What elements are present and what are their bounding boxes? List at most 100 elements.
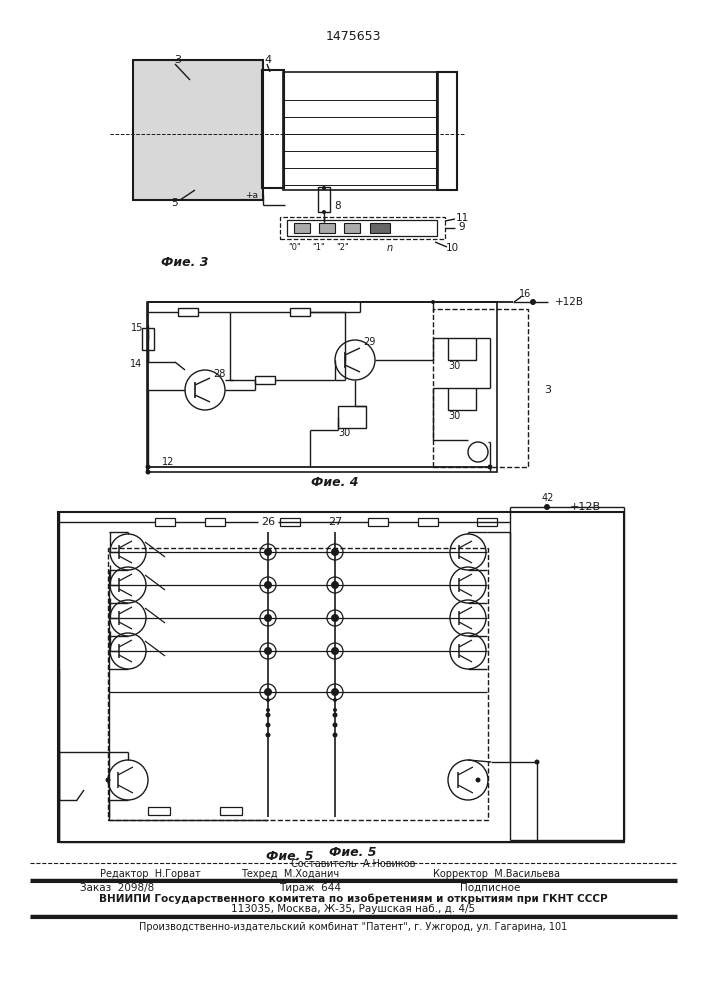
- Text: 8: 8: [334, 201, 341, 211]
- Text: "2": "2": [337, 243, 349, 252]
- Text: 11: 11: [455, 213, 469, 223]
- Circle shape: [332, 722, 337, 728]
- Bar: [290, 308, 310, 316]
- Circle shape: [266, 712, 271, 718]
- Text: 9: 9: [459, 222, 465, 232]
- Circle shape: [264, 548, 272, 556]
- Circle shape: [488, 464, 493, 470]
- Circle shape: [331, 581, 339, 589]
- Bar: [133, 60, 263, 200]
- Circle shape: [146, 464, 151, 470]
- Text: 30: 30: [448, 411, 460, 421]
- Bar: [437, 72, 457, 190]
- Text: +12В: +12В: [555, 297, 584, 307]
- Circle shape: [266, 732, 271, 738]
- Circle shape: [322, 210, 326, 214]
- Circle shape: [534, 760, 539, 764]
- Text: ВНИИПИ Государственного комитета по изобретениям и открытиям при ГКНТ СССР: ВНИИПИ Государственного комитета по изоб…: [99, 894, 607, 904]
- Bar: [368, 518, 388, 526]
- Text: Фие. 5: Фие. 5: [267, 850, 314, 862]
- Text: 15: 15: [131, 323, 144, 333]
- Text: 28: 28: [213, 369, 226, 379]
- Circle shape: [266, 708, 270, 712]
- Text: Техред  М.Ходанич: Техред М.Ходанич: [241, 869, 339, 879]
- Circle shape: [544, 504, 550, 510]
- Bar: [448, 338, 476, 360]
- Text: 42: 42: [542, 493, 554, 503]
- Bar: [433, 309, 528, 467]
- Text: Фие. 3: Фие. 3: [161, 255, 209, 268]
- Circle shape: [264, 614, 272, 622]
- Circle shape: [332, 732, 337, 738]
- Bar: [155, 518, 175, 526]
- Bar: [58, 512, 624, 842]
- Bar: [220, 807, 242, 815]
- Text: 16: 16: [519, 289, 531, 299]
- Text: Заказ  2098/8: Заказ 2098/8: [80, 883, 154, 893]
- Circle shape: [333, 698, 337, 702]
- Circle shape: [322, 186, 326, 190]
- Circle shape: [431, 300, 435, 304]
- Circle shape: [266, 698, 270, 702]
- Circle shape: [266, 722, 271, 728]
- Text: n: n: [387, 243, 393, 253]
- Text: +a: +a: [245, 192, 259, 200]
- Text: 1475653: 1475653: [325, 30, 381, 43]
- Circle shape: [332, 712, 337, 718]
- Text: 4: 4: [264, 55, 271, 65]
- Bar: [280, 217, 445, 239]
- Text: 14: 14: [130, 359, 142, 369]
- Bar: [255, 376, 275, 384]
- Bar: [448, 388, 476, 410]
- Text: Производственно-издательский комбинат "Патент", г. Ужгород, ул. Гагарина, 101: Производственно-издательский комбинат "П…: [139, 922, 567, 932]
- Text: 113035, Москва, Ж-35, Раушская наб., д. 4/5: 113035, Москва, Ж-35, Раушская наб., д. …: [231, 904, 475, 914]
- Bar: [294, 223, 310, 233]
- Circle shape: [264, 581, 272, 589]
- Text: Фие. 5: Фие. 5: [329, 846, 377, 858]
- Bar: [477, 518, 497, 526]
- Text: Тираж  644: Тираж 644: [279, 883, 341, 893]
- Circle shape: [105, 778, 110, 782]
- Text: 5: 5: [172, 198, 178, 208]
- Text: "1": "1": [312, 243, 325, 252]
- Bar: [319, 223, 335, 233]
- Text: 30: 30: [448, 361, 460, 371]
- Bar: [370, 223, 390, 233]
- Circle shape: [331, 548, 339, 556]
- Bar: [178, 308, 198, 316]
- Bar: [147, 302, 497, 472]
- Text: 12: 12: [162, 457, 175, 467]
- Text: Фие. 4: Фие. 4: [311, 476, 358, 488]
- Bar: [287, 220, 437, 236]
- Bar: [262, 70, 284, 188]
- Bar: [205, 518, 225, 526]
- Bar: [283, 72, 438, 190]
- Text: Корректор  М.Васильева: Корректор М.Васильева: [433, 869, 560, 879]
- Bar: [338, 406, 366, 428]
- Bar: [344, 223, 360, 233]
- Bar: [148, 807, 170, 815]
- Circle shape: [333, 708, 337, 712]
- Bar: [418, 518, 438, 526]
- Text: 29: 29: [363, 337, 375, 347]
- Circle shape: [530, 299, 536, 305]
- Text: 30: 30: [338, 428, 350, 438]
- Circle shape: [331, 688, 339, 696]
- Text: 10: 10: [445, 243, 459, 253]
- Circle shape: [264, 647, 272, 655]
- Text: +12В: +12В: [570, 502, 601, 512]
- Text: Подписное: Подписное: [460, 883, 520, 893]
- Circle shape: [331, 614, 339, 622]
- Text: 3: 3: [544, 385, 551, 395]
- Bar: [108, 548, 488, 820]
- Bar: [142, 328, 154, 350]
- Bar: [318, 187, 330, 212]
- Text: 26: 26: [261, 517, 275, 527]
- Circle shape: [476, 778, 481, 782]
- Circle shape: [264, 688, 272, 696]
- Circle shape: [146, 470, 151, 475]
- Bar: [280, 518, 300, 526]
- Text: 27: 27: [328, 517, 342, 527]
- Text: 3: 3: [175, 55, 182, 65]
- Circle shape: [331, 647, 339, 655]
